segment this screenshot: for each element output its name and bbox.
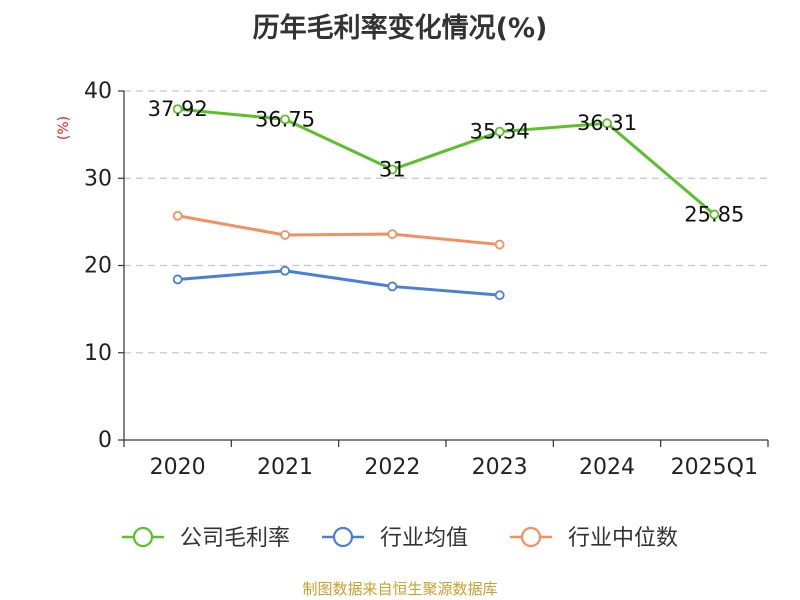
data-label: 31 [379, 158, 406, 182]
data-point [280, 114, 290, 125]
data-point [387, 281, 398, 292]
series-line [177, 214, 500, 247]
x-tick-label: 2025Q1 [671, 455, 758, 480]
data-point [494, 239, 505, 250]
legend-label: 公司毛利率 [180, 526, 290, 551]
legend-label: 行业均值 [380, 526, 468, 551]
legend-item: 公司毛利率 [122, 526, 290, 551]
data-point [280, 265, 290, 276]
series-line [177, 107, 716, 216]
data-point [709, 209, 720, 220]
y-tick-label: 0 [98, 428, 112, 453]
x-tick-label: 2020 [150, 455, 206, 480]
data-point [387, 164, 398, 175]
y-tick-label: 30 [84, 166, 112, 191]
data-point [172, 210, 183, 221]
legend-marker [520, 526, 542, 548]
data-labels: 37.92 36.75 31 35.34 36.31 25.85 [148, 97, 745, 226]
legend-item: 行业均值 [322, 526, 468, 551]
legend-marker [332, 526, 354, 548]
data-point [387, 229, 398, 239]
data-label: 36.75 [255, 107, 315, 131]
legend: 公司毛利率 行业均值 行业中位数 [122, 526, 678, 551]
data-point [280, 230, 290, 240]
y-tick-label: 10 [84, 341, 112, 366]
axes: 0 10 20 30 40 2020 2021 2022 2023 2024 2025Q1 [84, 79, 769, 480]
legend-marker [132, 526, 154, 548]
legend-item: 行业中位数 [510, 526, 678, 551]
series-group [172, 104, 720, 301]
x-tick-label: 2022 [364, 455, 420, 480]
y-axis-label: (%) [56, 116, 72, 140]
chart-title: 历年毛利率变化情况(%) [252, 13, 548, 44]
y-tick-label: 20 [84, 254, 112, 279]
x-tick-label: 2024 [579, 455, 635, 480]
data-label: 37.92 [148, 97, 208, 121]
x-tick-label: 2021 [257, 455, 313, 480]
data-label: 35.34 [470, 120, 530, 144]
data-point [602, 118, 612, 129]
gridlines [124, 90, 768, 354]
x-tick-label: 2023 [472, 455, 528, 480]
data-point [172, 274, 183, 285]
data-point [494, 290, 505, 301]
data-label: 36.31 [577, 111, 637, 135]
data-label: 25.85 [684, 202, 744, 226]
data-point [172, 104, 183, 115]
y-tick-label: 40 [84, 79, 112, 104]
series-line [177, 269, 500, 297]
source-note: 制图数据来自恒生聚源数据库 [302, 580, 498, 598]
data-point [494, 126, 505, 137]
legend-label: 行业中位数 [568, 526, 678, 551]
